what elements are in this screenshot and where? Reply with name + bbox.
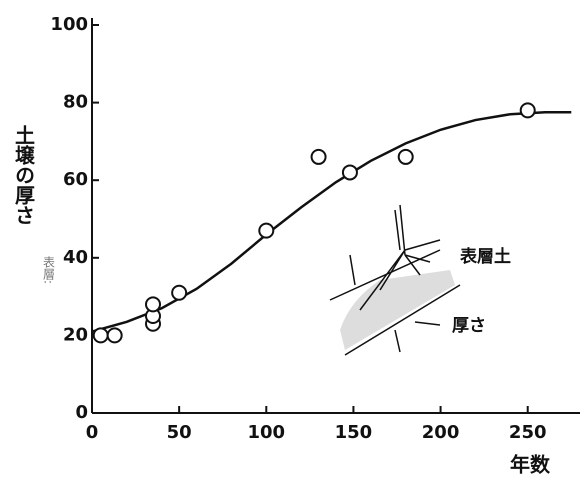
inset-diagram	[329, 204, 461, 356]
y-tick-label: 100	[50, 14, 88, 35]
data-point	[106, 327, 123, 344]
data-point	[341, 164, 358, 181]
data-point	[258, 222, 275, 239]
inset-label: 表層土	[460, 246, 511, 267]
y-tick-label: 40	[63, 247, 88, 268]
data-point	[397, 148, 414, 165]
data-point	[519, 102, 536, 119]
x-tick-label: 50	[167, 422, 192, 443]
inset-label: 厚さ	[452, 316, 486, 336]
y-tick-label: 60	[63, 169, 88, 190]
y-tick-label: 80	[63, 92, 88, 113]
data-point	[171, 284, 188, 301]
y-tick-label: 20	[63, 324, 88, 345]
x-axis-label: 年数	[510, 453, 551, 477]
y-tick-label: 0	[75, 402, 88, 423]
y-axis-label: 土壌の厚さ	[12, 125, 36, 225]
side-note: 表層:	[42, 256, 56, 284]
x-tick-label: 0	[86, 422, 99, 443]
data-point	[92, 327, 109, 344]
data-point	[310, 148, 327, 165]
data-point	[145, 296, 161, 313]
x-tick-label: 100	[247, 422, 285, 443]
x-tick-label: 150	[335, 422, 373, 443]
x-tick-label: 200	[422, 422, 460, 443]
x-tick-label: 250	[509, 422, 547, 443]
fit-curve	[91, 111, 572, 333]
